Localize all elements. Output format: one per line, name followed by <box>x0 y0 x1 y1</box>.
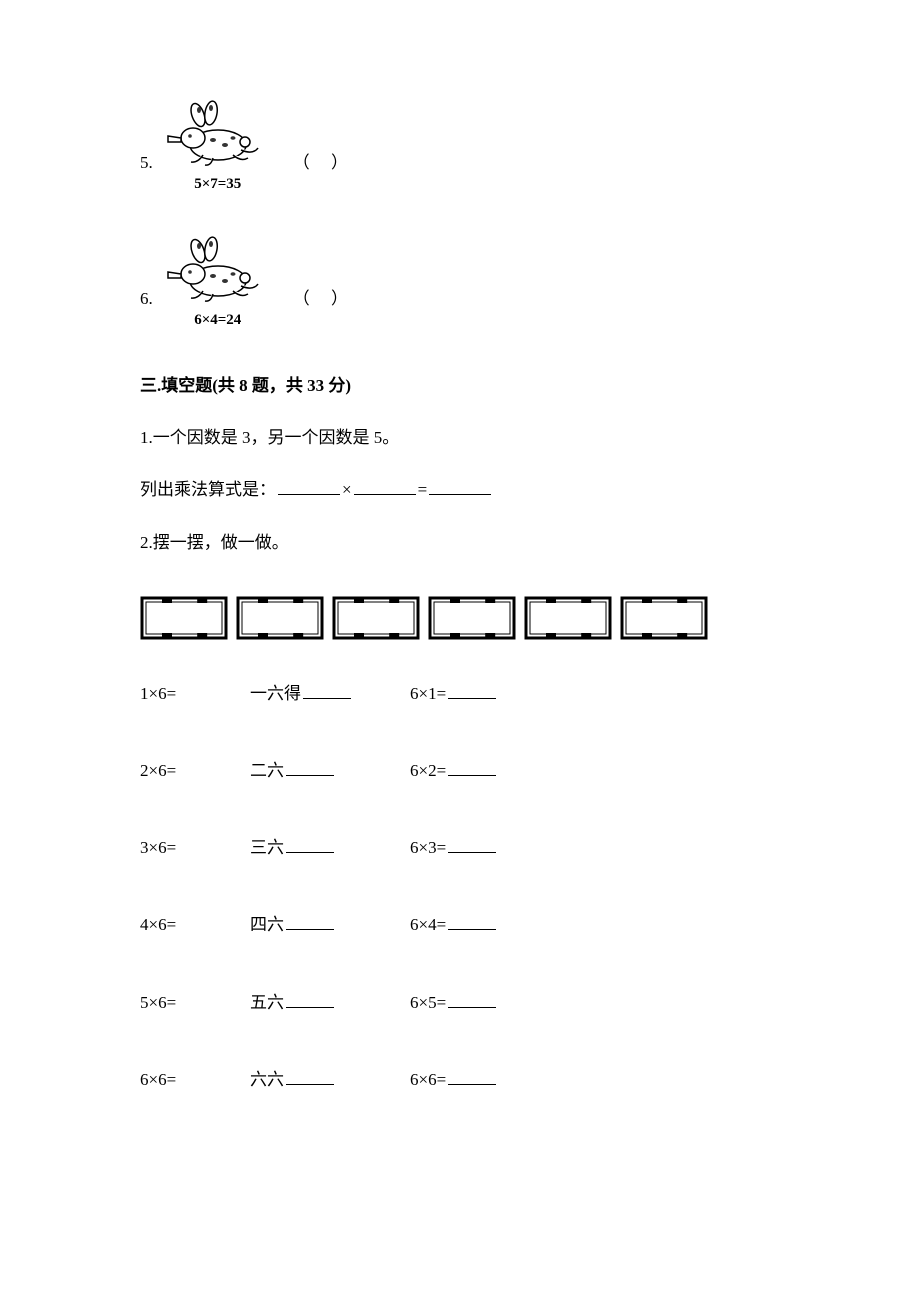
mult-mid: 三六 <box>250 834 410 861</box>
paren-open: （ <box>293 289 310 308</box>
mult-row: 1×6=一六得 6×1= <box>140 680 780 707</box>
blank <box>286 913 334 930</box>
blank <box>278 478 340 495</box>
mult-mid: 六六 <box>250 1066 410 1093</box>
blank <box>448 991 496 1008</box>
q5-number: 5. <box>140 149 153 176</box>
mult-sign: × <box>342 480 352 499</box>
mult-mid-text: 二六 <box>250 757 284 784</box>
mult-left: 3×6= <box>140 834 250 861</box>
mult-right: 6×6= <box>410 1066 570 1093</box>
problem-2-text: 2.摆一摆，做一做。 <box>140 529 780 556</box>
mult-right: 6×2= <box>410 757 570 784</box>
question-5: 5. 5×7=35 <box>140 100 780 196</box>
mult-row: 5×6=五六 6×5= <box>140 989 780 1016</box>
mult-right-text: 6×6= <box>410 1066 446 1093</box>
blank <box>448 1068 496 1085</box>
p1-prefix: 列出乘法算式是： <box>140 480 276 499</box>
blank <box>448 682 496 699</box>
mult-right-text: 6×4= <box>410 911 446 938</box>
blank <box>286 991 334 1008</box>
paren-close: ） <box>331 289 348 308</box>
boxes-row <box>140 596 780 640</box>
blank <box>286 1068 334 1085</box>
blank <box>303 682 351 699</box>
mult-right: 6×5= <box>410 989 570 1016</box>
mult-mid: 五六 <box>250 989 410 1016</box>
mult-mid-text: 六六 <box>250 1066 284 1093</box>
box-icon <box>524 596 612 640</box>
q5-equation: 5×7=35 <box>194 172 241 196</box>
box-icon <box>620 596 708 640</box>
blank <box>448 759 496 776</box>
q6-figure: 6×4=24 <box>163 236 273 332</box>
blank <box>286 836 334 853</box>
blank <box>448 836 496 853</box>
blank <box>354 478 416 495</box>
q6-equation: 6×4=24 <box>194 308 241 332</box>
mult-left: 4×6= <box>140 911 250 938</box>
mult-left: 5×6= <box>140 989 250 1016</box>
question-6: 6. 6×4=24 <box>140 236 780 332</box>
blank <box>448 913 496 930</box>
paren-close: ） <box>331 153 348 172</box>
paren-open: （ <box>293 153 310 172</box>
box-icon <box>428 596 516 640</box>
problem-1-line1: 1.一个因数是 3，另一个因数是 5。 <box>140 424 780 451</box>
mult-left: 2×6= <box>140 757 250 784</box>
mult-mid-text: 五六 <box>250 989 284 1016</box>
mult-left: 1×6= <box>140 680 250 707</box>
box-icon <box>140 596 228 640</box>
mult-left: 6×6= <box>140 1066 250 1093</box>
mult-row: 3×6=三六 6×3= <box>140 834 780 861</box>
mult-right: 6×4= <box>410 911 570 938</box>
q5-paren: （ ） <box>293 149 348 176</box>
mult-right-text: 6×1= <box>410 680 446 707</box>
section-3-header: 三.填空题(共 8 题，共 33 分) <box>140 372 780 399</box>
problem-1-line2: 列出乘法算式是： × = <box>140 476 780 503</box>
mult-mid: 四六 <box>250 911 410 938</box>
q5-figure: 5×7=35 <box>163 100 273 196</box>
q6-paren: （ ） <box>293 285 348 312</box>
mult-mid-text: 四六 <box>250 911 284 938</box>
rabbit-icon <box>163 100 273 170</box>
mult-right: 6×3= <box>410 834 570 861</box>
mult-mid: 一六得 <box>250 680 410 707</box>
mult-row: 6×6=六六6×6= <box>140 1066 780 1093</box>
mult-rows-container: 1×6=一六得 6×1= 2×6=二六 6×2= 3×6=三六 6×3= 4×6=四六 6×4… <box>140 680 780 1093</box>
blank <box>429 478 491 495</box>
eq-sign: = <box>418 480 428 499</box>
mult-right: 6×1= <box>410 680 570 707</box>
q6-number: 6. <box>140 285 153 312</box>
mult-row: 4×6=四六 6×4= <box>140 911 780 938</box>
mult-right-text: 6×3= <box>410 834 446 861</box>
mult-right-text: 6×2= <box>410 757 446 784</box>
box-icon <box>236 596 324 640</box>
mult-mid: 二六 <box>250 757 410 784</box>
mult-mid-text: 三六 <box>250 834 284 861</box>
mult-mid-text: 一六得 <box>250 680 301 707</box>
rabbit-icon <box>163 236 273 306</box>
blank <box>286 759 334 776</box>
mult-row: 2×6=二六 6×2= <box>140 757 780 784</box>
box-icon <box>332 596 420 640</box>
mult-right-text: 6×5= <box>410 989 446 1016</box>
